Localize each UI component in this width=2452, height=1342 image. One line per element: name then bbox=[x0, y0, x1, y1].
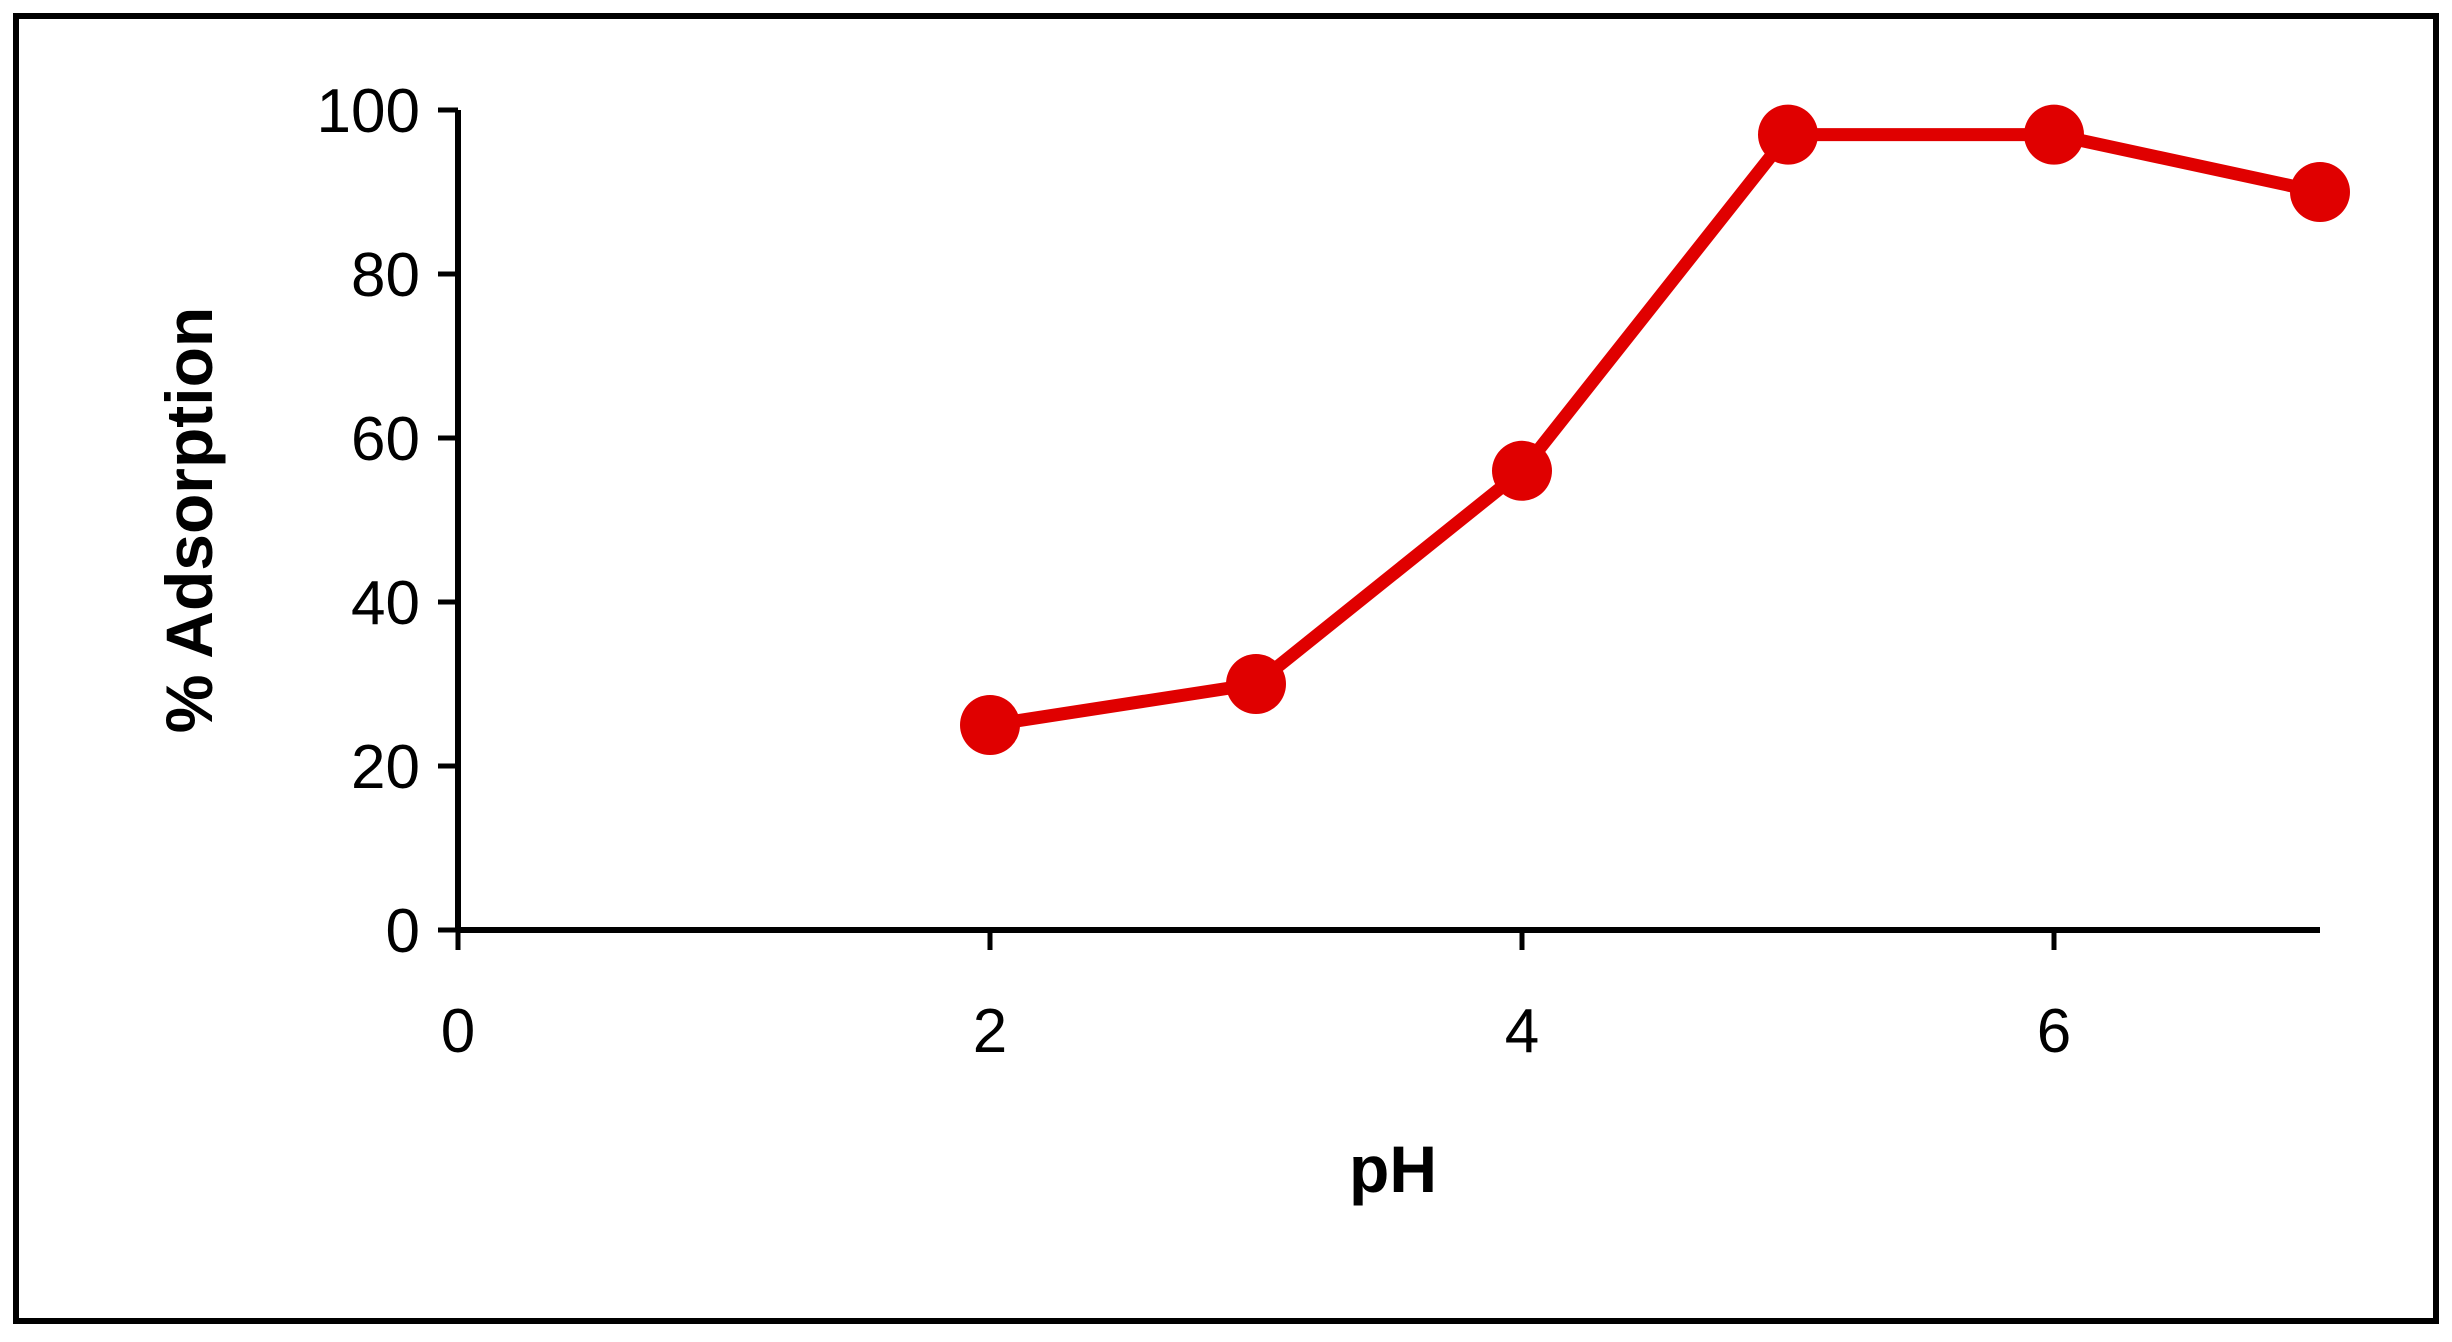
y-tick-label: 40 bbox=[351, 569, 420, 638]
axes bbox=[455, 110, 2320, 933]
chart-border bbox=[13, 13, 2439, 1324]
data-point bbox=[1226, 654, 1286, 714]
series-line bbox=[989, 128, 2322, 732]
series-layer bbox=[960, 104, 2350, 755]
x-axis-title: pH bbox=[1349, 1132, 1437, 1206]
y-tick-label: 100 bbox=[317, 77, 420, 146]
y-axis-title: % Adsorption bbox=[152, 307, 226, 734]
y-tick-label: 20 bbox=[351, 733, 420, 802]
tick-labels: 0 20 40 60 80 100 0 2 4 6 bbox=[317, 77, 2072, 1066]
data-point bbox=[2024, 104, 2084, 165]
y-tick-label: 0 bbox=[386, 897, 420, 966]
tick-marks bbox=[438, 107, 2057, 950]
y-tick-label: 60 bbox=[351, 405, 420, 474]
x-tick-label: 0 bbox=[441, 997, 475, 1066]
x-tick-label: 2 bbox=[973, 997, 1007, 1066]
x-tick-label: 4 bbox=[1505, 997, 1539, 1066]
x-tick-label: 6 bbox=[2037, 997, 2071, 1066]
data-point bbox=[1492, 440, 1552, 501]
data-point bbox=[960, 695, 1020, 755]
y-tick-label: 80 bbox=[351, 241, 420, 310]
data-point bbox=[1758, 104, 1818, 165]
series-0 bbox=[960, 104, 2350, 755]
data-point bbox=[2290, 162, 2350, 222]
